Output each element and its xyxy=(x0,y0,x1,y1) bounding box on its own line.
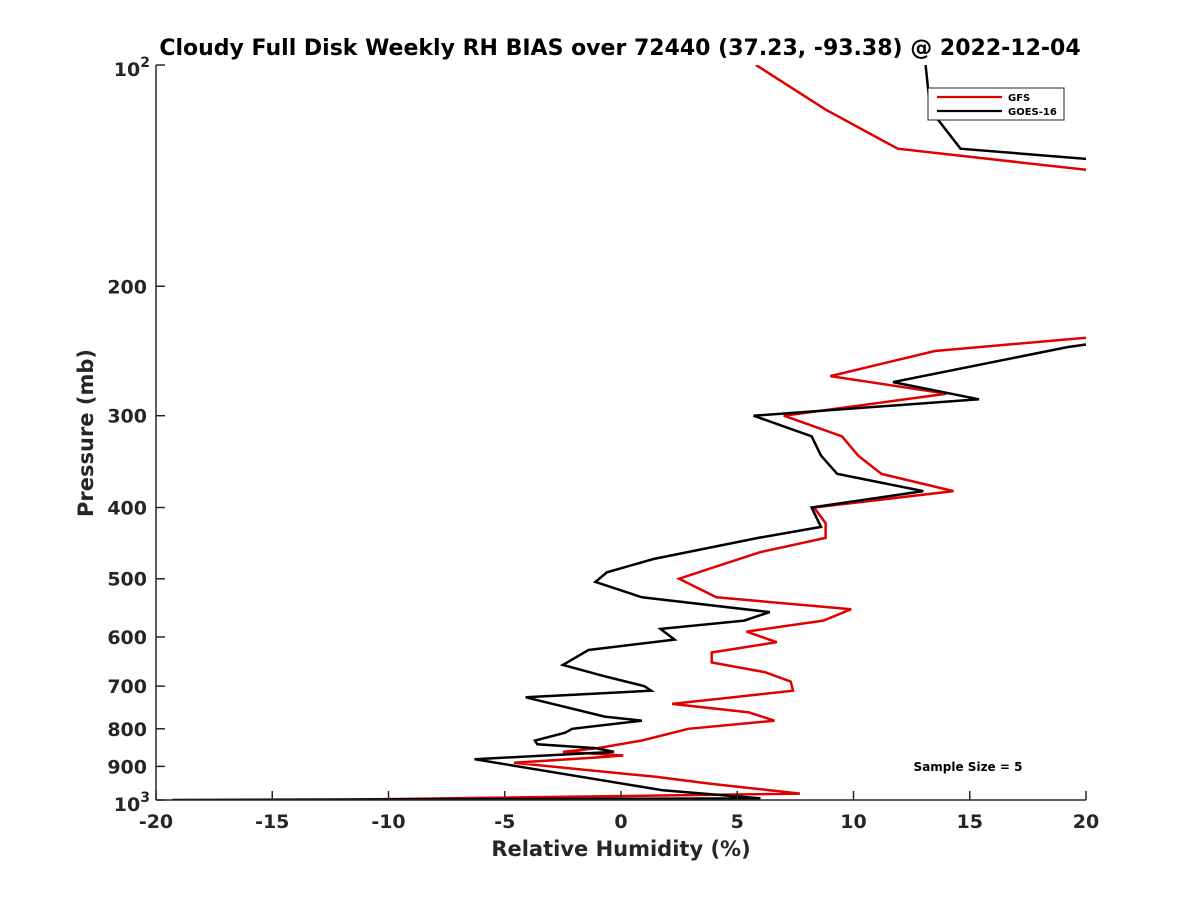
x-tick-label: 20 xyxy=(1073,811,1099,833)
series-layer xyxy=(172,65,1086,800)
y-tick-label: 600 xyxy=(107,627,147,649)
x-tick-label: -10 xyxy=(371,811,405,833)
x-tick-label: 5 xyxy=(731,811,744,833)
y-tick-label: 400 xyxy=(107,498,147,520)
x-tick-label: -15 xyxy=(255,811,289,833)
x-tick-label: -5 xyxy=(494,811,515,833)
y-tick-label: 500 xyxy=(107,569,147,591)
sample-size-annotation: Sample Size = 5 xyxy=(914,760,1023,774)
plot-area xyxy=(172,65,1086,800)
y-tick-label: 103 xyxy=(114,790,150,816)
legend: GFS GOES-16 xyxy=(927,87,1065,121)
legend-box xyxy=(927,87,1065,121)
legend-gfs-label: GFS xyxy=(1008,93,1030,104)
x-axis-ticks: -20 -15 -10 -5 0 5 10 15 20 xyxy=(139,791,1099,833)
chart-title: Cloudy Full Disk Weekly RH BIAS over 724… xyxy=(159,36,1080,61)
y-tick-label: 200 xyxy=(107,276,147,298)
y-axis-label: Pressure (mb) xyxy=(74,349,98,517)
y-tick-label: 102 xyxy=(114,55,150,81)
x-tick-label: 0 xyxy=(614,811,627,833)
series-line-goes16 xyxy=(172,65,1086,800)
series-line-gfs xyxy=(328,65,1086,800)
y-axis-ticks: 102 200 300 400 500 600 700 800 900 103 xyxy=(107,55,165,816)
x-axis-label: Relative Humidity (%) xyxy=(491,837,750,861)
y-tick-label: 300 xyxy=(107,406,147,428)
y-tick-label: 800 xyxy=(107,719,147,741)
x-tick-label: 10 xyxy=(840,811,866,833)
y-tick-label: 700 xyxy=(107,676,147,698)
legend-goes16-label: GOES-16 xyxy=(1008,107,1057,118)
y-tick-label: 900 xyxy=(107,756,147,778)
x-tick-label: 15 xyxy=(957,811,983,833)
x-tick-label: -20 xyxy=(139,811,173,833)
